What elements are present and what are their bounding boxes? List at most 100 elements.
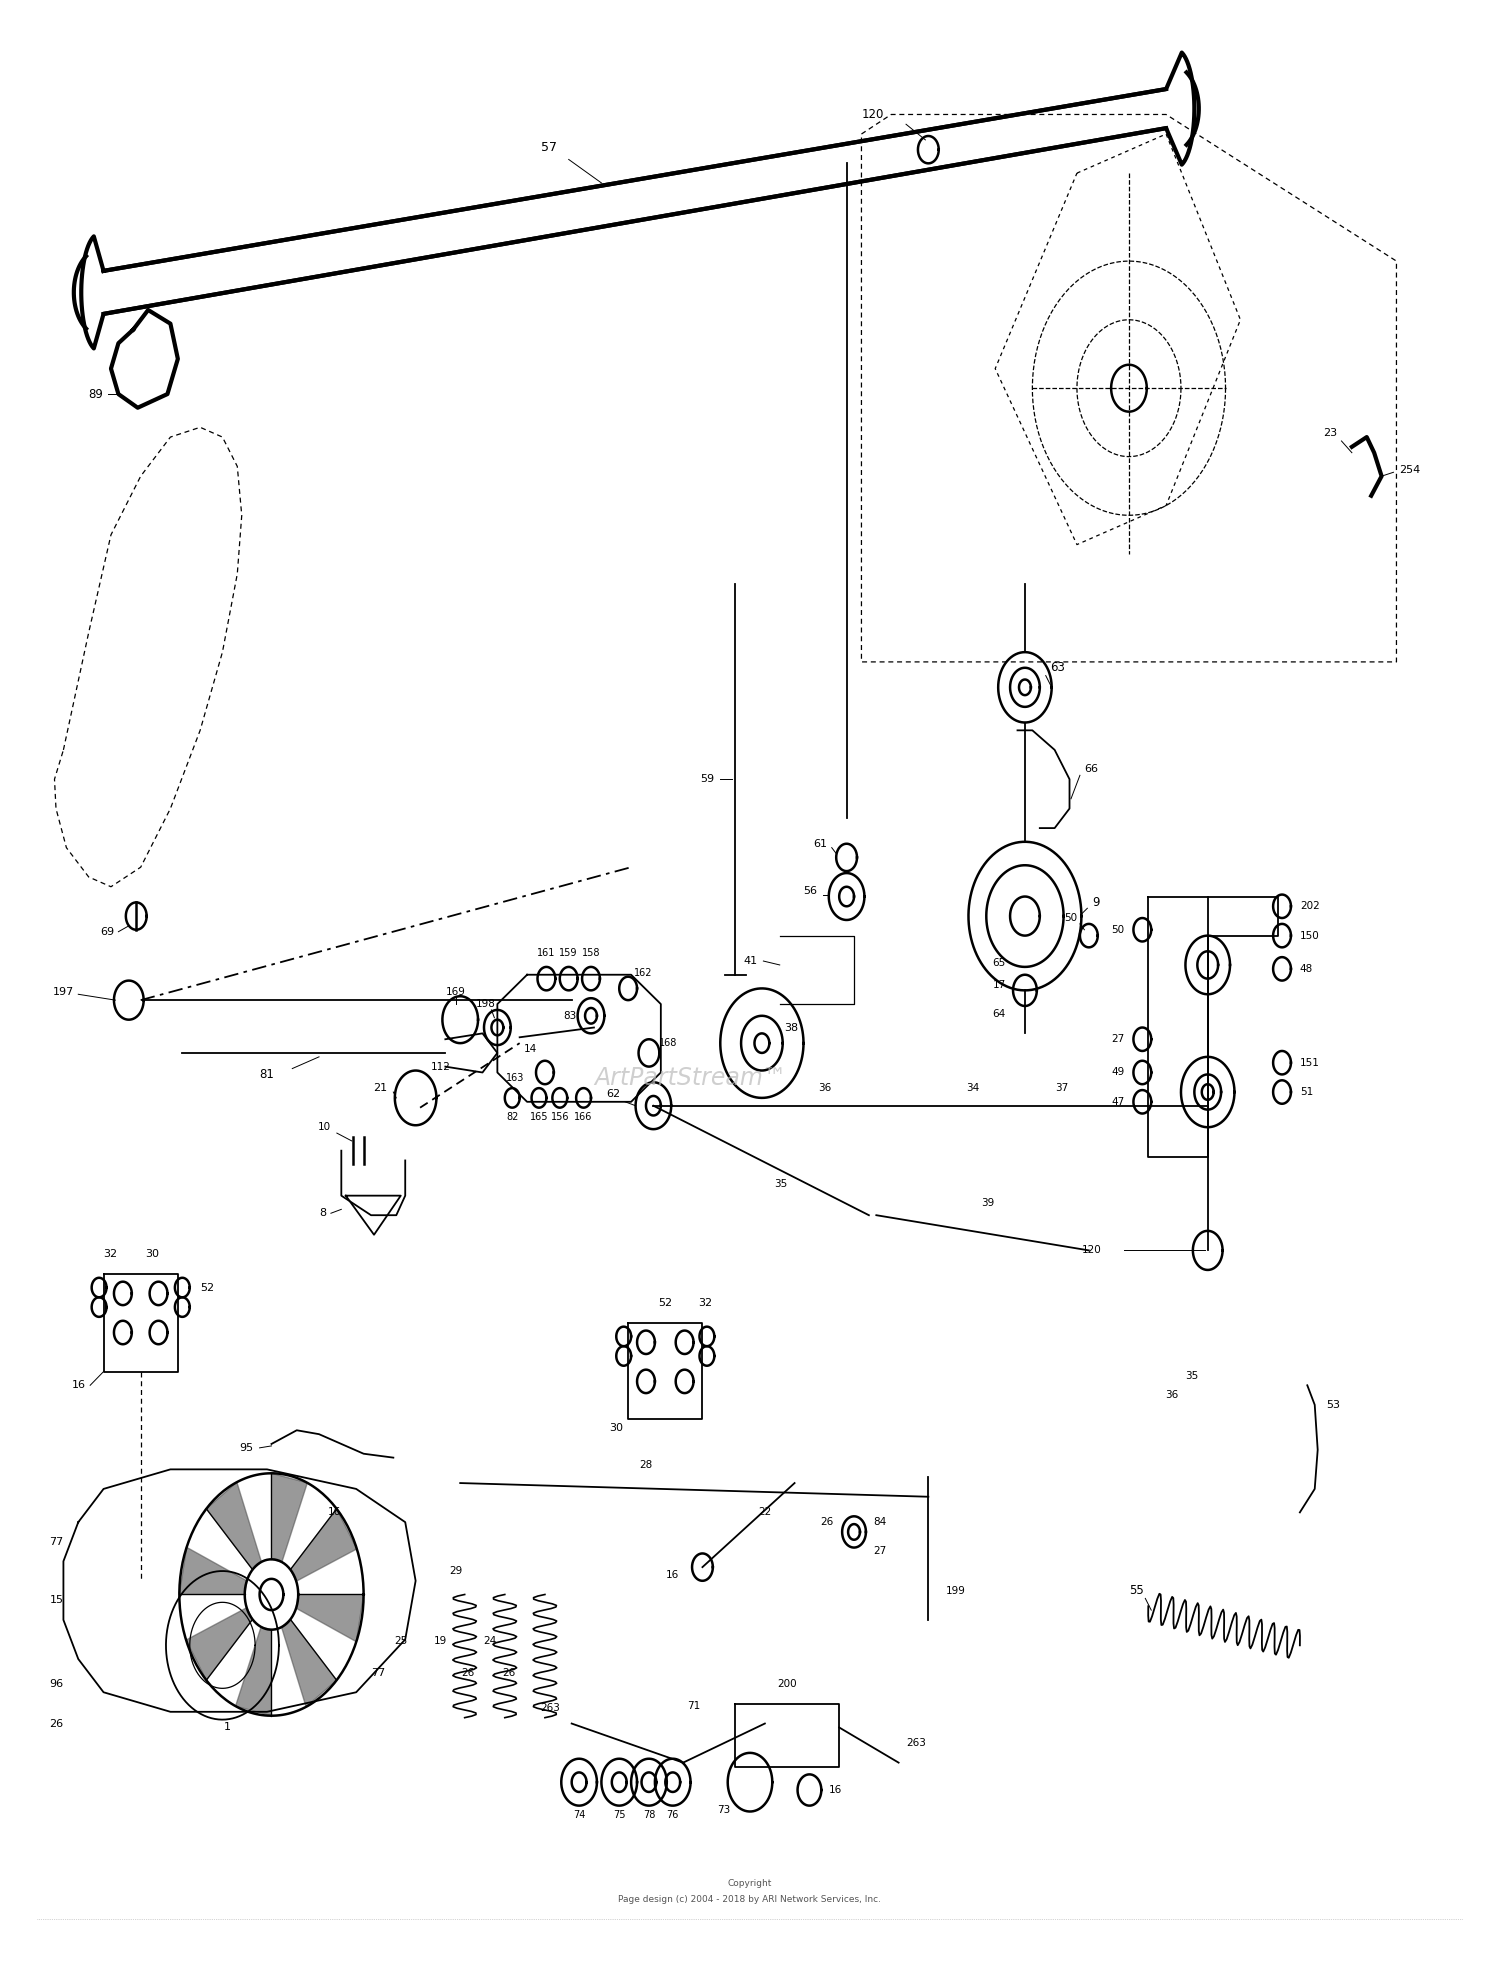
Polygon shape xyxy=(207,1483,261,1569)
Text: 22: 22 xyxy=(758,1508,771,1518)
Text: 19: 19 xyxy=(435,1636,447,1646)
Text: 41: 41 xyxy=(744,957,758,967)
Text: 168: 168 xyxy=(658,1038,678,1048)
Text: 35: 35 xyxy=(774,1179,788,1189)
Text: 96: 96 xyxy=(50,1680,63,1689)
Text: 73: 73 xyxy=(717,1804,730,1815)
Text: 78: 78 xyxy=(644,1810,656,1819)
Text: 77: 77 xyxy=(370,1668,386,1678)
Text: 263: 263 xyxy=(540,1703,560,1713)
Text: 29: 29 xyxy=(448,1565,462,1575)
Text: 50: 50 xyxy=(1064,914,1077,923)
Text: 84: 84 xyxy=(873,1518,886,1528)
Text: 197: 197 xyxy=(53,986,74,998)
Text: 26: 26 xyxy=(503,1668,516,1678)
Text: 35: 35 xyxy=(1185,1370,1198,1380)
Text: Copyright: Copyright xyxy=(728,1878,772,1888)
Text: 1: 1 xyxy=(224,1723,231,1733)
Polygon shape xyxy=(291,1508,357,1581)
Text: 158: 158 xyxy=(582,949,600,959)
Text: 8: 8 xyxy=(320,1209,327,1219)
Polygon shape xyxy=(272,1473,308,1561)
Text: 53: 53 xyxy=(1326,1400,1341,1410)
Text: 36: 36 xyxy=(1164,1390,1178,1400)
Text: 36: 36 xyxy=(818,1083,831,1093)
Text: 61: 61 xyxy=(813,839,828,849)
Text: 74: 74 xyxy=(573,1810,585,1819)
Text: 162: 162 xyxy=(633,969,652,979)
Text: 15: 15 xyxy=(50,1595,63,1605)
Text: 202: 202 xyxy=(1300,902,1320,912)
Text: 34: 34 xyxy=(966,1083,980,1093)
Text: 16: 16 xyxy=(830,1786,842,1796)
Text: 38: 38 xyxy=(784,1022,798,1032)
Text: 48: 48 xyxy=(1300,965,1312,975)
Text: 77: 77 xyxy=(50,1536,63,1548)
Text: 26: 26 xyxy=(50,1719,63,1729)
Text: ArtPartStream™: ArtPartStream™ xyxy=(594,1067,788,1091)
Text: 25: 25 xyxy=(394,1636,408,1646)
Text: 37: 37 xyxy=(1056,1083,1068,1093)
Text: 69: 69 xyxy=(100,927,114,937)
Text: 65: 65 xyxy=(993,959,1005,969)
Text: 63: 63 xyxy=(1050,662,1065,673)
Text: 16: 16 xyxy=(72,1380,86,1390)
Text: 75: 75 xyxy=(614,1810,626,1819)
Text: 32: 32 xyxy=(698,1298,712,1307)
Text: 39: 39 xyxy=(981,1199,994,1209)
Text: 169: 169 xyxy=(446,986,465,998)
Text: 23: 23 xyxy=(1323,427,1336,439)
Text: 56: 56 xyxy=(802,886,818,896)
Text: 71: 71 xyxy=(687,1701,700,1711)
Text: 199: 199 xyxy=(946,1585,966,1595)
Text: 120: 120 xyxy=(861,108,883,120)
Text: 82: 82 xyxy=(506,1112,519,1122)
Text: 16: 16 xyxy=(666,1569,678,1579)
Text: 26: 26 xyxy=(821,1518,833,1528)
Text: 254: 254 xyxy=(1400,465,1420,475)
Text: 50: 50 xyxy=(1112,925,1125,935)
Text: 51: 51 xyxy=(1300,1087,1312,1097)
Text: 47: 47 xyxy=(1112,1097,1125,1107)
Text: 95: 95 xyxy=(240,1443,254,1453)
Polygon shape xyxy=(296,1595,363,1642)
Text: 52: 52 xyxy=(658,1298,672,1307)
Text: 112: 112 xyxy=(430,1061,451,1071)
Text: 62: 62 xyxy=(606,1089,621,1099)
Text: 28: 28 xyxy=(639,1461,652,1471)
Text: 198: 198 xyxy=(476,998,495,1008)
Text: 83: 83 xyxy=(562,1010,576,1020)
Text: 30: 30 xyxy=(146,1248,159,1260)
Polygon shape xyxy=(282,1619,336,1707)
Text: 27: 27 xyxy=(1112,1034,1125,1044)
Text: 151: 151 xyxy=(1300,1057,1320,1067)
Text: 26: 26 xyxy=(460,1668,474,1678)
Text: 89: 89 xyxy=(88,388,104,400)
Text: 66: 66 xyxy=(1084,764,1098,774)
Text: 165: 165 xyxy=(530,1112,548,1122)
Text: 76: 76 xyxy=(666,1810,680,1819)
Text: 166: 166 xyxy=(574,1112,592,1122)
Text: 59: 59 xyxy=(700,774,714,784)
Text: 17: 17 xyxy=(993,979,1005,990)
Text: 24: 24 xyxy=(483,1636,496,1646)
Text: 156: 156 xyxy=(550,1112,568,1122)
Text: 32: 32 xyxy=(104,1248,117,1260)
Text: 120: 120 xyxy=(1082,1246,1101,1256)
Text: 14: 14 xyxy=(524,1044,537,1053)
Polygon shape xyxy=(186,1609,252,1680)
Text: 200: 200 xyxy=(777,1680,796,1689)
Polygon shape xyxy=(111,309,178,408)
Text: 30: 30 xyxy=(609,1424,624,1433)
Text: 27: 27 xyxy=(873,1546,886,1556)
Text: 16: 16 xyxy=(328,1508,342,1518)
Text: 64: 64 xyxy=(993,1008,1005,1018)
Polygon shape xyxy=(236,1626,272,1715)
Text: 21: 21 xyxy=(374,1083,387,1093)
Text: 49: 49 xyxy=(1112,1067,1125,1077)
Text: 81: 81 xyxy=(260,1067,274,1081)
Text: 9: 9 xyxy=(1092,896,1100,910)
Text: 263: 263 xyxy=(906,1739,926,1748)
Text: 52: 52 xyxy=(200,1282,214,1292)
Text: 163: 163 xyxy=(506,1073,524,1083)
